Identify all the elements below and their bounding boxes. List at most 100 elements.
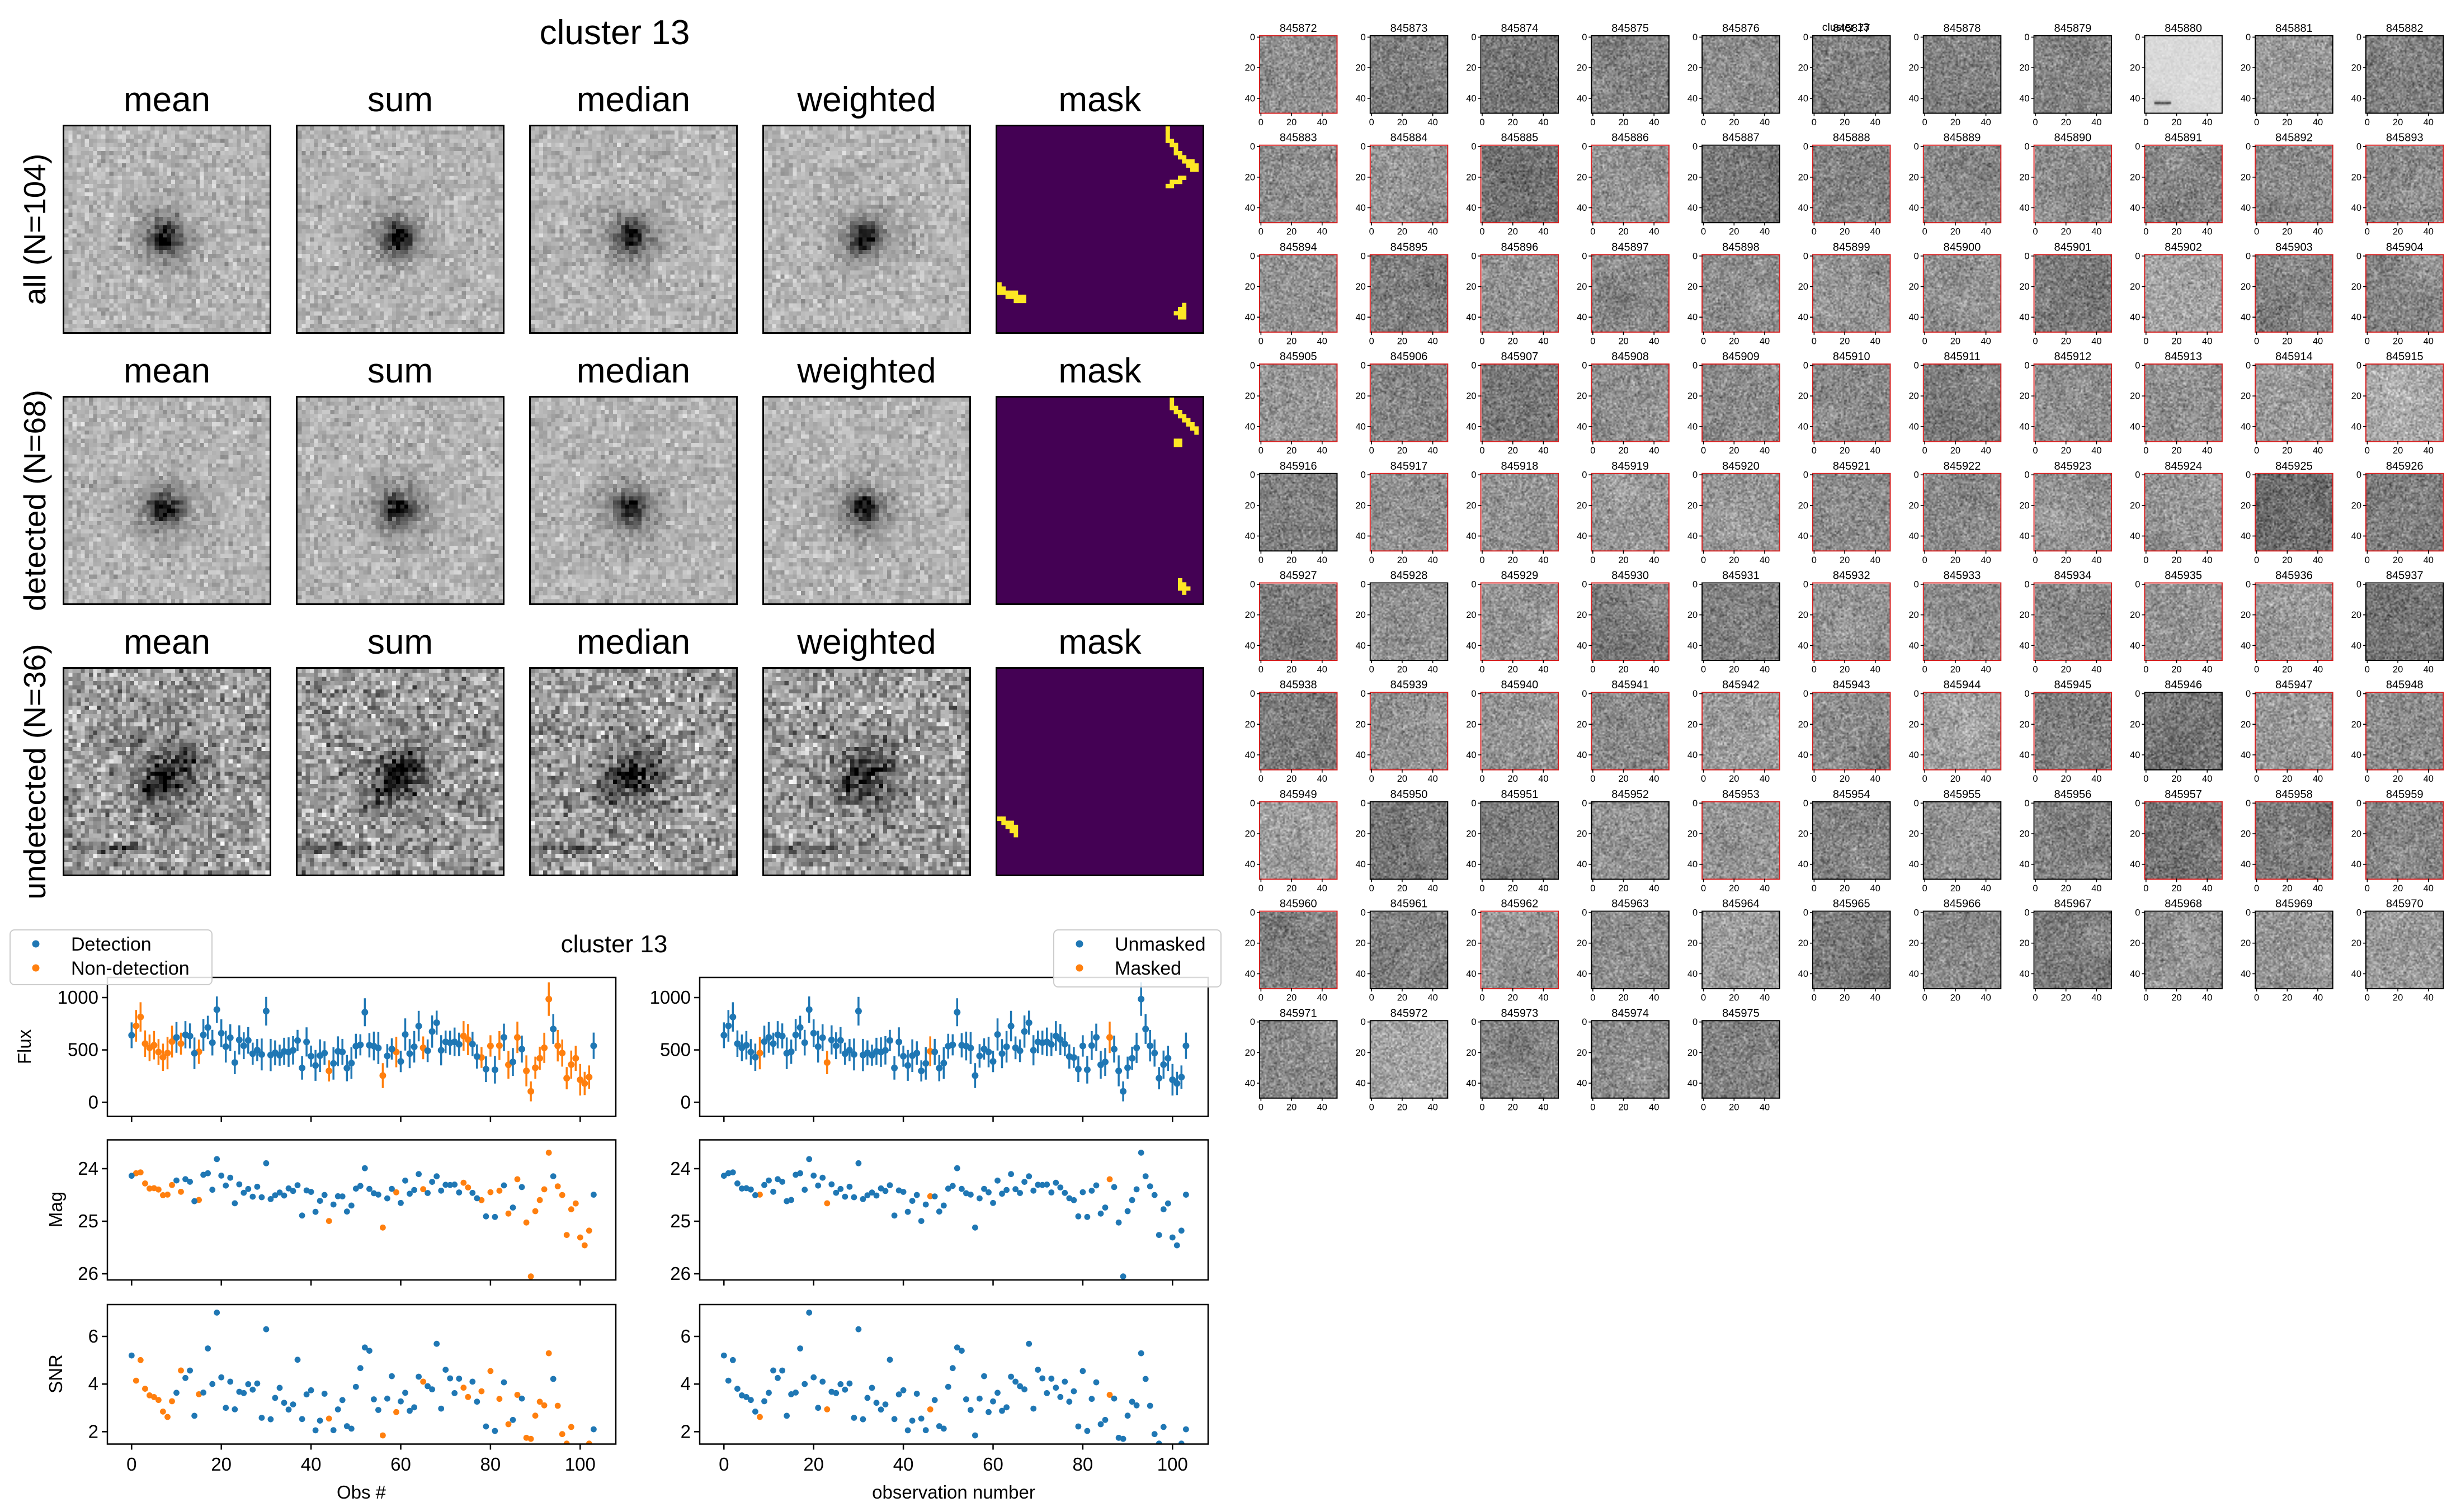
svg-text:40: 40 bbox=[1687, 422, 1698, 432]
svg-text:20: 20 bbox=[2061, 555, 2071, 565]
svg-text:0: 0 bbox=[1361, 798, 1366, 809]
svg-text:0: 0 bbox=[1361, 908, 1366, 918]
svg-text:40: 40 bbox=[1870, 446, 1880, 456]
svg-text:845906: 845906 bbox=[1390, 351, 1428, 363]
svg-text:0: 0 bbox=[1812, 555, 1817, 565]
svg-text:20: 20 bbox=[1508, 117, 1518, 127]
svg-text:40: 40 bbox=[1649, 227, 1659, 237]
svg-text:845928: 845928 bbox=[1390, 570, 1428, 582]
svg-text:845965: 845965 bbox=[1833, 898, 1870, 910]
svg-text:0: 0 bbox=[1803, 361, 1808, 371]
svg-text:845975: 845975 bbox=[1722, 1007, 1760, 1019]
svg-text:20: 20 bbox=[2061, 446, 2071, 456]
svg-text:845914: 845914 bbox=[2275, 351, 2313, 363]
svg-text:20: 20 bbox=[2171, 993, 2181, 1003]
svg-text:40: 40 bbox=[2091, 117, 2101, 127]
svg-text:0: 0 bbox=[1812, 993, 1817, 1003]
svg-text:0: 0 bbox=[1250, 32, 1255, 42]
svg-text:20: 20 bbox=[1729, 555, 1739, 565]
svg-text:40: 40 bbox=[2202, 555, 2212, 565]
svg-text:845911: 845911 bbox=[1944, 351, 1980, 363]
svg-text:detected (N=68): detected (N=68) bbox=[17, 390, 52, 611]
svg-text:20: 20 bbox=[1355, 1048, 1365, 1058]
svg-text:20: 20 bbox=[1687, 1048, 1698, 1058]
svg-text:40: 40 bbox=[1427, 665, 1437, 675]
svg-text:40: 40 bbox=[1538, 336, 1548, 346]
svg-text:20: 20 bbox=[2130, 500, 2140, 511]
svg-text:0: 0 bbox=[1701, 1102, 1706, 1112]
svg-text:40: 40 bbox=[2313, 336, 2323, 346]
svg-text:40: 40 bbox=[1908, 422, 1918, 432]
svg-text:20: 20 bbox=[2130, 391, 2140, 401]
svg-text:20: 20 bbox=[1950, 117, 1960, 127]
svg-text:845932: 845932 bbox=[1833, 570, 1870, 582]
svg-text:20: 20 bbox=[1286, 336, 1296, 346]
svg-text:Unmasked: Unmasked bbox=[1115, 934, 1206, 955]
svg-text:0: 0 bbox=[1361, 1017, 1366, 1027]
svg-text:40: 40 bbox=[2202, 117, 2212, 127]
svg-text:20: 20 bbox=[1950, 336, 1960, 346]
svg-text:40: 40 bbox=[2241, 750, 2251, 760]
svg-text:20: 20 bbox=[1908, 282, 1918, 292]
svg-text:40: 40 bbox=[1427, 774, 1437, 784]
svg-text:845935: 845935 bbox=[2165, 570, 2202, 582]
svg-text:845961: 845961 bbox=[1390, 898, 1428, 910]
svg-text:0: 0 bbox=[1922, 227, 1927, 237]
svg-text:20: 20 bbox=[1508, 665, 1518, 675]
svg-text:40: 40 bbox=[1649, 993, 1659, 1003]
svg-text:0: 0 bbox=[1701, 555, 1706, 565]
svg-text:40: 40 bbox=[1981, 883, 1991, 894]
svg-text:20: 20 bbox=[2393, 446, 2403, 456]
svg-text:20: 20 bbox=[1950, 665, 1960, 675]
svg-text:100: 100 bbox=[1157, 1454, 1188, 1475]
svg-text:20: 20 bbox=[1840, 665, 1850, 675]
svg-text:20: 20 bbox=[1729, 993, 1739, 1003]
svg-text:0: 0 bbox=[1914, 361, 1919, 371]
svg-text:40: 40 bbox=[2091, 446, 2101, 456]
svg-text:0: 0 bbox=[1803, 908, 1808, 918]
svg-text:0: 0 bbox=[2033, 883, 2038, 894]
svg-text:0: 0 bbox=[1922, 446, 1927, 456]
svg-text:0: 0 bbox=[1369, 993, 1374, 1003]
svg-text:845923: 845923 bbox=[2054, 460, 2091, 472]
svg-text:0: 0 bbox=[2024, 908, 2029, 918]
svg-text:0: 0 bbox=[1914, 579, 1919, 589]
svg-text:845874: 845874 bbox=[1501, 22, 1538, 35]
svg-text:40: 40 bbox=[1908, 750, 1918, 760]
svg-text:0: 0 bbox=[2254, 555, 2259, 565]
svg-text:0: 0 bbox=[1361, 32, 1366, 42]
svg-text:20: 20 bbox=[1840, 555, 1850, 565]
svg-text:20: 20 bbox=[2241, 172, 2251, 182]
svg-text:mask: mask bbox=[1058, 352, 1142, 390]
svg-text:20: 20 bbox=[2393, 993, 2403, 1003]
svg-text:20: 20 bbox=[1508, 446, 1518, 456]
svg-text:20: 20 bbox=[1286, 774, 1296, 784]
svg-text:845907: 845907 bbox=[1501, 351, 1538, 363]
svg-text:20: 20 bbox=[2061, 883, 2071, 894]
svg-text:40: 40 bbox=[1649, 1102, 1659, 1112]
svg-text:20: 20 bbox=[2019, 172, 2029, 182]
svg-text:20: 20 bbox=[1355, 63, 1365, 73]
svg-text:0: 0 bbox=[1582, 32, 1587, 42]
svg-text:40: 40 bbox=[1870, 993, 1880, 1003]
svg-text:40: 40 bbox=[2424, 774, 2434, 784]
svg-text:0: 0 bbox=[2143, 227, 2148, 237]
svg-text:1000: 1000 bbox=[58, 987, 98, 1008]
svg-text:40: 40 bbox=[2351, 859, 2361, 870]
svg-text:0: 0 bbox=[1701, 117, 1706, 127]
svg-text:0: 0 bbox=[1471, 1017, 1476, 1027]
svg-text:20: 20 bbox=[1840, 446, 1850, 456]
svg-text:20: 20 bbox=[1286, 446, 1296, 456]
svg-text:20: 20 bbox=[1729, 227, 1739, 237]
svg-text:20: 20 bbox=[2130, 282, 2140, 292]
svg-text:20: 20 bbox=[2019, 720, 2029, 730]
svg-text:40: 40 bbox=[1687, 203, 1698, 213]
svg-text:20: 20 bbox=[1840, 883, 1850, 894]
svg-text:20: 20 bbox=[2130, 829, 2140, 839]
svg-text:0: 0 bbox=[2033, 774, 2038, 784]
svg-text:20: 20 bbox=[2351, 282, 2361, 292]
svg-text:845903: 845903 bbox=[2275, 241, 2313, 253]
svg-text:20: 20 bbox=[1397, 336, 1407, 346]
svg-text:500: 500 bbox=[660, 1040, 691, 1060]
svg-text:20: 20 bbox=[1908, 938, 1918, 948]
